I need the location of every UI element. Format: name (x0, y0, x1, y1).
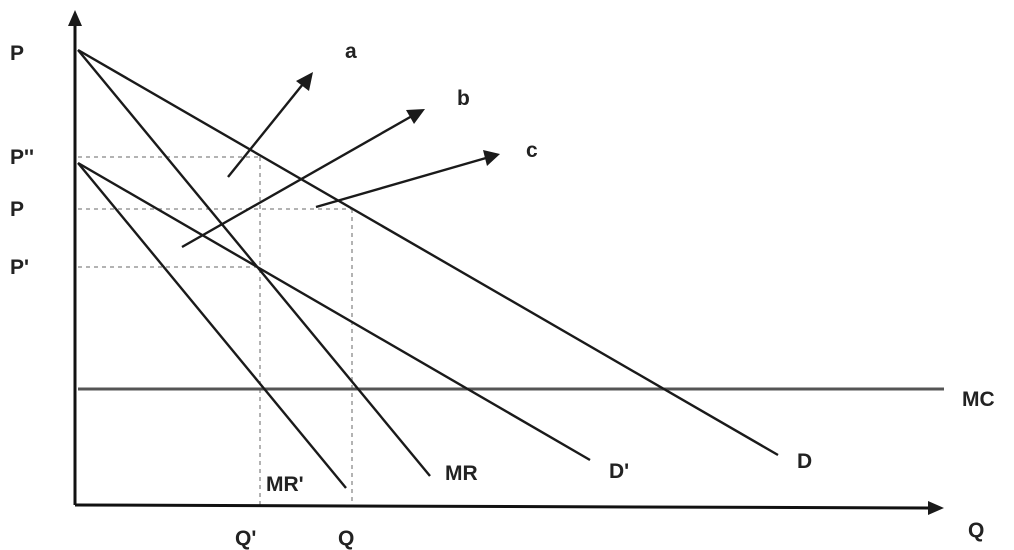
price-label-p-mid: P (10, 198, 24, 221)
guide-lines (78, 156, 353, 505)
arrow-label-a: a (345, 40, 357, 63)
curve-label-demand-shifted: D' (609, 460, 629, 483)
demand-line (77, 48, 779, 457)
demand-shifted-line (77, 161, 591, 462)
x-axis (74, 501, 944, 515)
arrow-c-head (483, 150, 500, 166)
quantity-label-q: Q (338, 527, 354, 550)
arrow-a (227, 72, 313, 178)
y-axis-arrowhead (68, 10, 82, 26)
y-axis-label: P (10, 42, 24, 65)
price-label-p-high: P'' (10, 146, 34, 169)
curve-label-marginal-revenue-shifted: MR' (266, 473, 304, 496)
arrow-b (181, 109, 425, 249)
quantity-label-q-prime: Q' (235, 527, 256, 550)
arrow-a-head (296, 72, 313, 91)
curve-label-marginal-revenue: MR (445, 462, 478, 485)
x-axis-arrowhead (928, 501, 944, 515)
arrow-label-b: b (457, 87, 470, 110)
price-label-p-low: P' (10, 256, 29, 279)
marginal-revenue-shifted-line (77, 162, 347, 489)
arrow-c (315, 150, 500, 209)
x-axis-label: Q (968, 519, 984, 542)
arrow-b-head (406, 109, 425, 124)
curve-label-marginal-cost: MC (962, 388, 995, 411)
arrow-label-c: c (526, 139, 538, 162)
y-axis (68, 10, 82, 505)
curve-label-demand: D (797, 450, 812, 473)
marginal-revenue-line (77, 49, 431, 477)
